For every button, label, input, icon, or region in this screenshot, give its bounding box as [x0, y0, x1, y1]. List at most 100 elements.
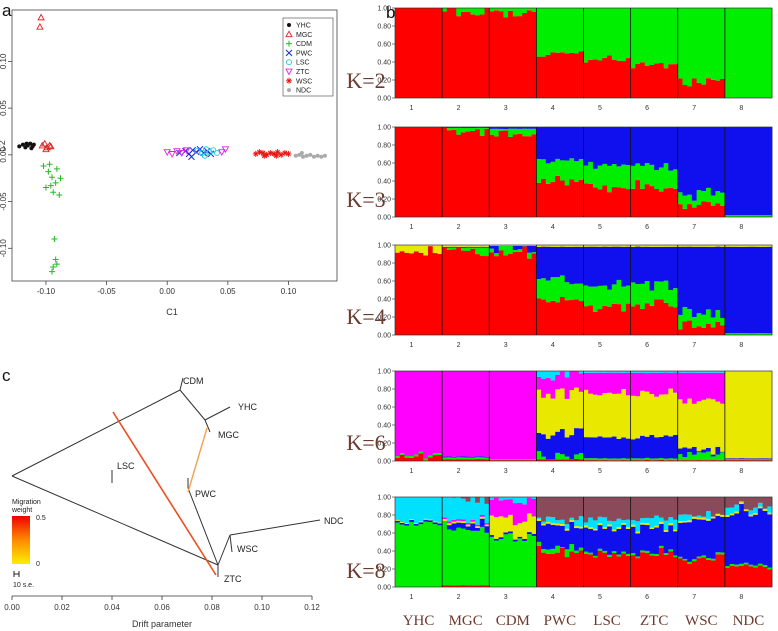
structure-bar-segment: [668, 246, 674, 290]
structure-bar-segment: [531, 245, 537, 253]
structure-bar-segment: [696, 556, 702, 559]
structure-bar-segment: [729, 245, 735, 247]
structure-bar-segment: [743, 245, 749, 247]
structure-bar-segment: [517, 133, 523, 217]
structure-bar-segment: [522, 460, 528, 461]
structure-bar-segment: [592, 311, 599, 335]
pca-legend-box: [282, 17, 334, 97]
structure-bar-segment: [564, 437, 570, 457]
structure-bar-segment: [635, 521, 641, 532]
structure-bar-segment: [616, 279, 622, 305]
structure-bar-segment: [706, 372, 712, 399]
structure-bar-segment: [592, 286, 599, 312]
structure-bar-segment: [654, 554, 660, 556]
structure-bar-segment: [555, 52, 561, 98]
structure-bar-segment: [413, 251, 419, 335]
structure-bar-segment: [550, 161, 556, 182]
structure-bar-segment: [588, 372, 594, 394]
structure-bar-segment: [588, 183, 594, 217]
structure-bar-segment: [673, 127, 679, 170]
structure-bar-segment: [753, 127, 759, 216]
structure-bar-segment: [432, 245, 438, 254]
structure-bar-segment: [484, 371, 490, 457]
structure-bar-segment: [592, 168, 599, 188]
structure-bar-segment: [611, 246, 617, 285]
structure-bar-segment: [734, 513, 740, 565]
pca-point-ztc: [182, 147, 191, 155]
structure-bar-segment: [663, 302, 669, 335]
legend-marker-mgc: [285, 30, 293, 38]
structure-bar-segment: [489, 127, 495, 129]
pca-point-mgc: [36, 22, 44, 30]
structure-bar-segment: [649, 8, 655, 65]
structure-bar-segment: [762, 215, 768, 217]
structure-bar-segment: [757, 8, 763, 98]
structure-bar-segment: [465, 371, 471, 457]
structure-bar-segment: [696, 371, 702, 373]
structure-bar-segment: [479, 255, 485, 335]
structure-group-number: 8: [739, 594, 743, 601]
structure-bar-segment: [559, 519, 566, 524]
structure-bar-segment: [706, 451, 712, 461]
structure-bar-segment: [442, 497, 448, 518]
population-label-yhc: YHC: [403, 613, 435, 629]
structure-bar-segment: [640, 283, 646, 309]
pca-point-mgc: [38, 141, 47, 149]
structure-bar-segment: [602, 550, 608, 553]
structure-bar-segment: [592, 127, 599, 169]
legend-label-ndc: NDC: [296, 88, 311, 95]
structure-bar-segment: [696, 515, 702, 518]
structure-bar-segment: [767, 514, 773, 568]
structure-group-number: 1: [410, 224, 414, 231]
structure-bar-segment: [621, 245, 627, 247]
structure-bar-segment: [574, 283, 580, 300]
structure-bar-segment: [706, 78, 712, 98]
tip-label-lsc: LSC: [117, 461, 135, 471]
structure-bar-segment: [630, 371, 636, 373]
structure-bar-segment: [691, 246, 697, 317]
structure-bar-segment: [602, 246, 608, 286]
structure-bar-segment: [432, 127, 438, 217]
structure-bar-segment: [489, 499, 495, 516]
structure-bar-segment: [696, 8, 702, 83]
structure-bar-segment: [592, 8, 599, 60]
structure-bar-segment: [404, 457, 410, 461]
structure-bar-segment: [399, 522, 405, 525]
structure-bar-segment: [720, 245, 726, 247]
structure-bar-segment: [479, 497, 485, 515]
structure-bar-segment: [526, 127, 533, 129]
structure-bar-segment: [673, 392, 679, 435]
structure-bar-segment: [489, 252, 495, 335]
pca-point-cdm: [49, 268, 56, 275]
structure-bar-segment: [607, 556, 613, 587]
pca-point-wsc: [281, 149, 288, 156]
migration-weight-title-1: Migration: [12, 499, 41, 506]
structure-bar-segment: [541, 278, 547, 300]
structure-bar-segment: [409, 8, 415, 98]
structure-bar-segment: [451, 127, 457, 130]
structure-bar-segment: [465, 526, 471, 531]
structure-bar-segment: [682, 447, 688, 458]
structure-bar-segment: [470, 521, 476, 524]
structure-bar-segment: [696, 313, 702, 327]
structure-bar-segment: [465, 245, 471, 247]
structure-bar-segment: [442, 127, 448, 217]
structure-bar-segment: [465, 501, 471, 523]
structure-bar-segment: [531, 533, 537, 537]
structure-bar-segment: [423, 255, 429, 335]
structure-bar-segment: [498, 371, 504, 460]
structure-bar-segment: [517, 459, 523, 461]
structure-bar-segment: [729, 513, 735, 516]
structure-bar-segment: [724, 245, 730, 247]
structure-bar-segment: [536, 432, 542, 452]
structure-bar-segment: [724, 567, 730, 587]
structure-bar-segment: [762, 510, 768, 566]
structure-bar-segment: [395, 520, 401, 523]
population-label-pwc: PWC: [544, 613, 577, 629]
structure-bar-segment: [767, 512, 773, 515]
structure-bar-segment: [418, 521, 424, 523]
structure-bar-segment: [545, 246, 551, 281]
structure-bar-segment: [423, 519, 429, 522]
structure-bar-segment: [475, 245, 481, 247]
structure-bar-segment: [555, 552, 561, 587]
